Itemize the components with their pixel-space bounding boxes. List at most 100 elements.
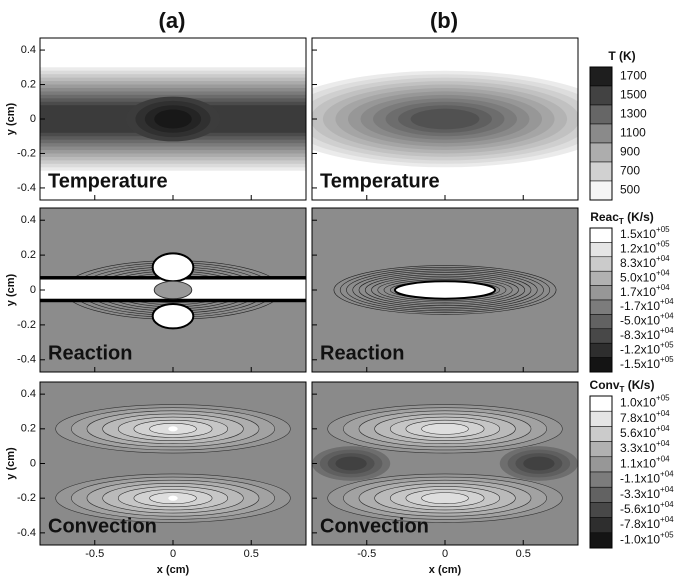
- colorbar-label-mantissa: 5.6x10: [620, 426, 656, 440]
- contour: [333, 265, 557, 315]
- colorbar-swatch: [589, 410, 613, 427]
- colorbar-label-exponent: +04: [660, 297, 674, 306]
- y-tick-label: -0.2: [17, 492, 36, 504]
- y-tick-label: 0.4: [21, 214, 36, 226]
- colorbar-swatch: [589, 161, 613, 182]
- colorbar-swatch: [589, 532, 613, 549]
- row-label: Reaction: [320, 342, 404, 364]
- colorbar-title-sub: T: [619, 217, 624, 226]
- band: [393, 280, 497, 300]
- contour-field: [312, 38, 578, 200]
- y-tick-label: 0.2: [21, 78, 36, 90]
- panel-label: (a): [159, 8, 186, 33]
- colorbar-label: -5.0x10+04: [620, 312, 674, 328]
- contour-field: [312, 208, 578, 372]
- colorbar-label: 1.5x10+05: [620, 225, 670, 241]
- y-tick-label: -0.2: [17, 319, 36, 331]
- colorbar-label-mantissa: 1.7x10: [620, 285, 656, 299]
- colorbar-label: -5.6x10+04: [620, 500, 674, 516]
- colorbar-label-mantissa: 900: [620, 145, 640, 159]
- band: [335, 456, 367, 471]
- colorbar-label-exponent: +04: [660, 485, 674, 494]
- contour-field: [40, 208, 306, 372]
- colorbar-label-mantissa: -1.0x10: [620, 533, 660, 547]
- band: [151, 302, 195, 330]
- contour-field: [40, 38, 306, 200]
- y-tick-label: 0.2: [21, 249, 36, 261]
- y-axis-label: y (cm): [5, 273, 17, 306]
- row-label: Convection: [320, 515, 429, 537]
- colorbar-label-mantissa: 1300: [620, 107, 647, 121]
- colorbar-label-exponent: +04: [656, 283, 670, 292]
- colorbar-swatch: [589, 85, 613, 106]
- colorbar-swatch: [589, 123, 613, 144]
- colorbar-label-mantissa: -1.1x10: [620, 472, 660, 486]
- x-axis-label: x (cm): [429, 564, 462, 576]
- band: [523, 456, 555, 471]
- colorbar-label: 1.7x10+04: [620, 283, 670, 299]
- colorbar-label: 1.1x10+04: [620, 455, 670, 471]
- colorbar-label: 1.2x10+05: [620, 240, 670, 256]
- colorbar-label-mantissa: 1500: [620, 88, 647, 102]
- row-label: Temperature: [320, 170, 440, 192]
- colorbar-label-exponent: +04: [660, 326, 674, 335]
- colorbar-title-base: Reac: [590, 210, 619, 224]
- colorbar-swatch: [589, 426, 613, 442]
- colorbar-swatch: [589, 328, 613, 344]
- colorbar-label: 700: [620, 164, 640, 178]
- contour: [358, 272, 532, 308]
- colorbar-label-exponent: +04: [656, 409, 670, 418]
- colorbar-label-exponent: +04: [660, 515, 674, 524]
- colorbar-label-exponent: +05: [660, 341, 674, 350]
- colorbar-label-exponent: +04: [656, 254, 670, 263]
- contour: [346, 268, 544, 312]
- x-tick-label: -0.5: [85, 548, 104, 560]
- colorbar-label-exponent: +05: [656, 225, 670, 234]
- colorbar-label-mantissa: -5.0x10: [620, 314, 660, 328]
- colorbar-swatch: [589, 441, 613, 458]
- colorbar-label-mantissa: 1700: [620, 69, 647, 83]
- x-axis-label: x (cm): [157, 564, 190, 576]
- colorbar-label: 7.8x10+04: [620, 409, 670, 425]
- colorbar-label-mantissa: -1.7x10: [620, 299, 660, 313]
- x-tick-label: 0: [170, 548, 176, 560]
- contour: [352, 270, 538, 310]
- colorbar-swatch: [589, 299, 613, 315]
- x-tick-label: 0.5: [516, 548, 531, 560]
- colorbar-label-exponent: +04: [660, 500, 674, 509]
- colorbar-swatch: [589, 180, 613, 201]
- colorbar-label-mantissa: 7.8x10: [620, 411, 656, 425]
- y-axis-label: y (cm): [5, 447, 17, 480]
- colorbar-label: 1500: [620, 88, 647, 102]
- colorbar-frame: [589, 227, 613, 373]
- colorbar-swatch: [589, 104, 613, 125]
- colorbar-label: 1.0x10+05: [620, 394, 670, 410]
- x-tick-label: -0.5: [357, 548, 376, 560]
- y-tick-label: 0.4: [21, 388, 36, 400]
- colorbar-label: 1700: [620, 69, 647, 83]
- band: [410, 108, 480, 130]
- x-tick-label: 0.5: [244, 548, 259, 560]
- colorbar-title-base: Conv: [590, 378, 620, 392]
- colorbar-swatch: [589, 227, 613, 243]
- contour-field: [312, 382, 578, 545]
- colorbar-swatch: [589, 502, 613, 518]
- colorbar-swatch: [589, 357, 613, 373]
- colorbar-swatch: [589, 456, 613, 473]
- row-label: Convection: [48, 515, 157, 537]
- colorbar-swatch: [589, 395, 613, 412]
- band: [154, 109, 192, 129]
- colorbar-label: 500: [620, 183, 640, 197]
- colorbar-label-exponent: +04: [660, 470, 674, 479]
- band: [153, 280, 193, 300]
- colorbar-label-exponent: +04: [656, 424, 670, 433]
- contour: [421, 492, 469, 505]
- colorbar-label-exponent: +04: [656, 439, 670, 448]
- colorbar-label: 1300: [620, 107, 647, 121]
- colorbar-label-mantissa: 1.2x10: [620, 242, 656, 256]
- colorbar-label: -1.5x10+05: [620, 355, 674, 371]
- colorbar-label: -7.8x10+04: [620, 515, 674, 531]
- band: [168, 495, 178, 501]
- colorbar-label-mantissa: 1.0x10: [620, 396, 656, 410]
